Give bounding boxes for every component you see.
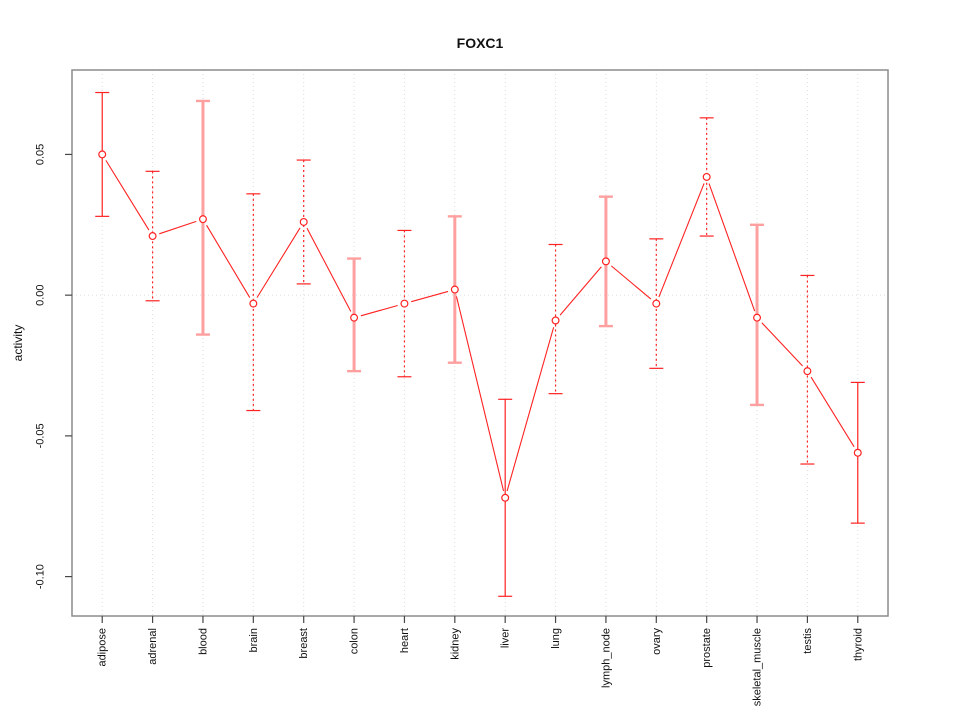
x-tick-label-lymph_node: lymph_node	[600, 628, 612, 688]
data-point-breast	[299, 217, 308, 226]
x-tick-label-breast: breast	[298, 628, 310, 659]
x-tick-label-heart: heart	[399, 628, 411, 653]
series-line-segment	[105, 160, 150, 231]
x-tick-label-kidney: kidney	[449, 628, 461, 660]
series-line-segment	[559, 266, 602, 316]
data-point-prostate	[702, 172, 711, 181]
series-line-segment	[610, 265, 652, 300]
y-tick-label: 0.00	[35, 284, 47, 305]
x-tick-label-brain: brain	[248, 628, 260, 652]
chart-title: FOXC1	[457, 35, 504, 51]
data-point-kidney	[450, 285, 459, 294]
series-line-segment	[306, 227, 352, 312]
y-axis-label: activity	[11, 325, 25, 362]
x-tick-label-prostate: prostate	[701, 628, 713, 668]
series-line-segment	[206, 224, 251, 298]
data-point-thyroid	[853, 448, 862, 457]
data-point-colon	[350, 313, 359, 322]
data-point-brain	[249, 299, 258, 308]
series-line-segment	[455, 296, 505, 492]
x-tick-label-testis: testis	[802, 628, 814, 654]
x-tick-label-blood: blood	[197, 628, 209, 655]
y-tick-label: 0.05	[35, 144, 47, 165]
y-tick-label: -0.05	[35, 423, 47, 448]
series-line-segment	[658, 183, 705, 298]
x-tick-label-adipose: adipose	[97, 628, 109, 667]
data-point-ovary	[652, 299, 661, 308]
data-point-testis	[803, 367, 812, 376]
x-tick-label-ovary: ovary	[651, 628, 663, 655]
data-point-adipose	[98, 150, 107, 159]
y-tick-label: -0.10	[35, 564, 47, 589]
data-point-lung	[551, 316, 560, 325]
series-line-segment	[810, 376, 855, 448]
series-line-segment	[708, 183, 756, 312]
data-point-lymph_node	[601, 257, 610, 266]
series-line-segment	[159, 220, 197, 235]
x-tick-label-liver: liver	[500, 628, 512, 649]
series-line-segment	[411, 290, 449, 303]
series-line-segment	[506, 327, 555, 492]
x-tick-label-thyroid: thyroid	[852, 628, 864, 661]
x-tick-label-colon: colon	[349, 628, 361, 654]
data-point-liver	[501, 493, 510, 502]
plot-region: 0.05 0.00 -0.05 -0.10 adipose adrenal blood bra…	[35, 69, 889, 706]
x-tick-label-adrenal: adrenal	[147, 628, 159, 665]
data-point-skeletal_muscle	[753, 313, 762, 322]
plot-box	[71, 69, 889, 617]
data-point-heart	[400, 299, 409, 308]
x-tick-label-lung: lung	[550, 628, 562, 649]
series-line-segment	[761, 322, 804, 367]
series-line-segment	[360, 304, 398, 317]
x-tick-label-skeletal_muscle: skeletal_muscle	[752, 628, 764, 706]
data-point-blood	[198, 215, 207, 224]
data-point-adrenal	[148, 232, 157, 241]
series-line-segment	[256, 227, 301, 298]
